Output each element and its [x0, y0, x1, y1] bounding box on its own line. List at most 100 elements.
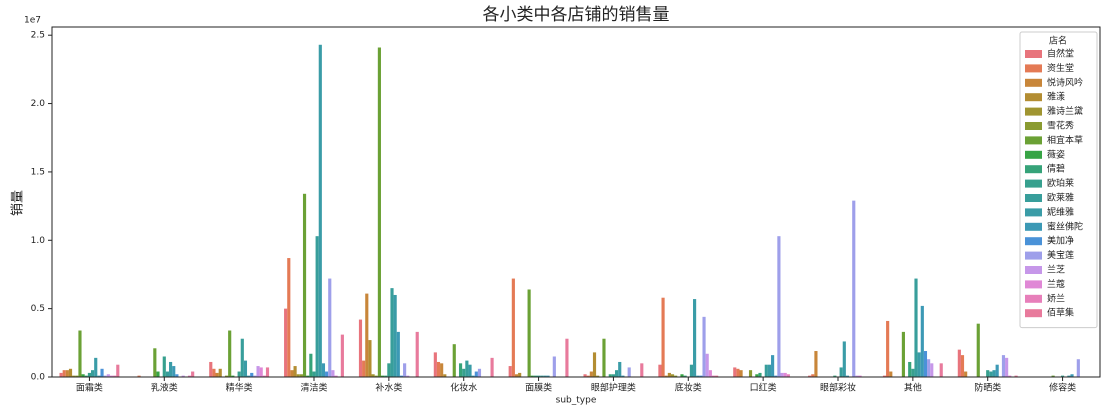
- bar: [68, 368, 73, 377]
- bar: [664, 375, 668, 377]
- bar: [458, 363, 463, 377]
- bar: [59, 372, 63, 377]
- bar: [415, 331, 419, 377]
- bar: [615, 370, 619, 377]
- legend-label: 兰芝: [1047, 264, 1065, 276]
- bar: [930, 363, 934, 377]
- bar: [191, 371, 195, 377]
- bar: [293, 366, 297, 377]
- bar: [228, 330, 232, 377]
- bar: [465, 360, 469, 377]
- legend-swatch: [1025, 50, 1042, 58]
- legend-label: 美加净: [1047, 235, 1074, 247]
- bar: [231, 375, 235, 377]
- bar: [296, 374, 300, 377]
- bar: [75, 375, 79, 377]
- bar: [103, 375, 107, 377]
- bar: [992, 370, 996, 377]
- bar: [833, 375, 837, 377]
- bar: [406, 375, 410, 377]
- bar: [358, 319, 363, 377]
- bar: [109, 375, 114, 377]
- bar: [433, 352, 437, 377]
- x-tick-label: 化妆水: [450, 382, 477, 394]
- bar: [739, 370, 743, 377]
- bar: [153, 348, 157, 377]
- bar: [1070, 374, 1074, 377]
- bar: [284, 308, 288, 377]
- y-tick-label: 2.5: [31, 31, 45, 41]
- y-tick-label: 2.0: [31, 99, 46, 109]
- bar: [552, 356, 556, 377]
- bar: [137, 375, 141, 377]
- y-tick-label: 1.0: [31, 236, 46, 246]
- bar: [474, 371, 478, 377]
- bar: [312, 371, 316, 377]
- bar: [309, 353, 313, 377]
- bar: [440, 363, 444, 377]
- x-tick-label: 眼部护理类: [591, 382, 636, 394]
- bar: [212, 368, 216, 377]
- bar: [81, 374, 85, 377]
- bar: [914, 278, 918, 377]
- x-tick-label: 底妆类: [675, 382, 702, 394]
- legend-label: 欧珀莱: [1047, 177, 1074, 189]
- bar: [589, 371, 593, 377]
- chart-title: 各小类中各店铺的销售量: [483, 5, 670, 25]
- bar: [917, 352, 921, 377]
- bar: [540, 375, 544, 377]
- bar: [62, 370, 66, 377]
- bar: [1001, 355, 1006, 377]
- bar: [1008, 375, 1012, 377]
- legend-swatch: [1025, 150, 1042, 159]
- bar: [889, 371, 893, 377]
- legend-label: 资生堂: [1047, 62, 1074, 74]
- bar: [256, 366, 260, 377]
- bar: [318, 44, 322, 377]
- legend-swatch: [1025, 294, 1042, 303]
- bar: [755, 374, 759, 377]
- bar: [91, 370, 95, 377]
- bar: [923, 351, 928, 377]
- bar: [583, 374, 587, 377]
- bar: [839, 367, 843, 377]
- bar: [65, 370, 69, 377]
- bar: [302, 193, 307, 377]
- bar: [920, 305, 924, 377]
- bar: [621, 375, 625, 377]
- plot-frame: [51, 26, 1101, 378]
- bar: [511, 278, 515, 377]
- bar: [527, 289, 531, 377]
- bar: [240, 338, 244, 377]
- bar: [783, 372, 787, 377]
- legend-swatch: [1025, 165, 1042, 174]
- bar: [976, 323, 980, 377]
- bar: [667, 372, 671, 377]
- bar: [187, 375, 192, 377]
- bar: [771, 355, 775, 377]
- bar: [986, 370, 990, 377]
- bar: [247, 375, 251, 377]
- bar: [886, 320, 890, 377]
- bar: [265, 367, 270, 377]
- bar: [855, 375, 859, 377]
- bar: [705, 353, 709, 377]
- x-tick-label: 口红类: [750, 382, 777, 394]
- bar: [748, 370, 753, 377]
- bar: [374, 375, 378, 377]
- bar: [565, 338, 569, 377]
- bar: [858, 375, 862, 377]
- bar: [1060, 375, 1065, 377]
- bar: [218, 368, 222, 377]
- bar: [72, 375, 76, 377]
- bar: [306, 375, 310, 377]
- bar: [468, 364, 472, 377]
- bar: [780, 372, 784, 377]
- bar: [87, 372, 92, 377]
- bar: [462, 368, 466, 377]
- legend-swatch: [1025, 208, 1042, 217]
- x-tick-label: 清洁类: [300, 382, 327, 394]
- bar: [758, 372, 762, 377]
- legend-swatch: [1025, 93, 1042, 102]
- bar: [693, 299, 697, 377]
